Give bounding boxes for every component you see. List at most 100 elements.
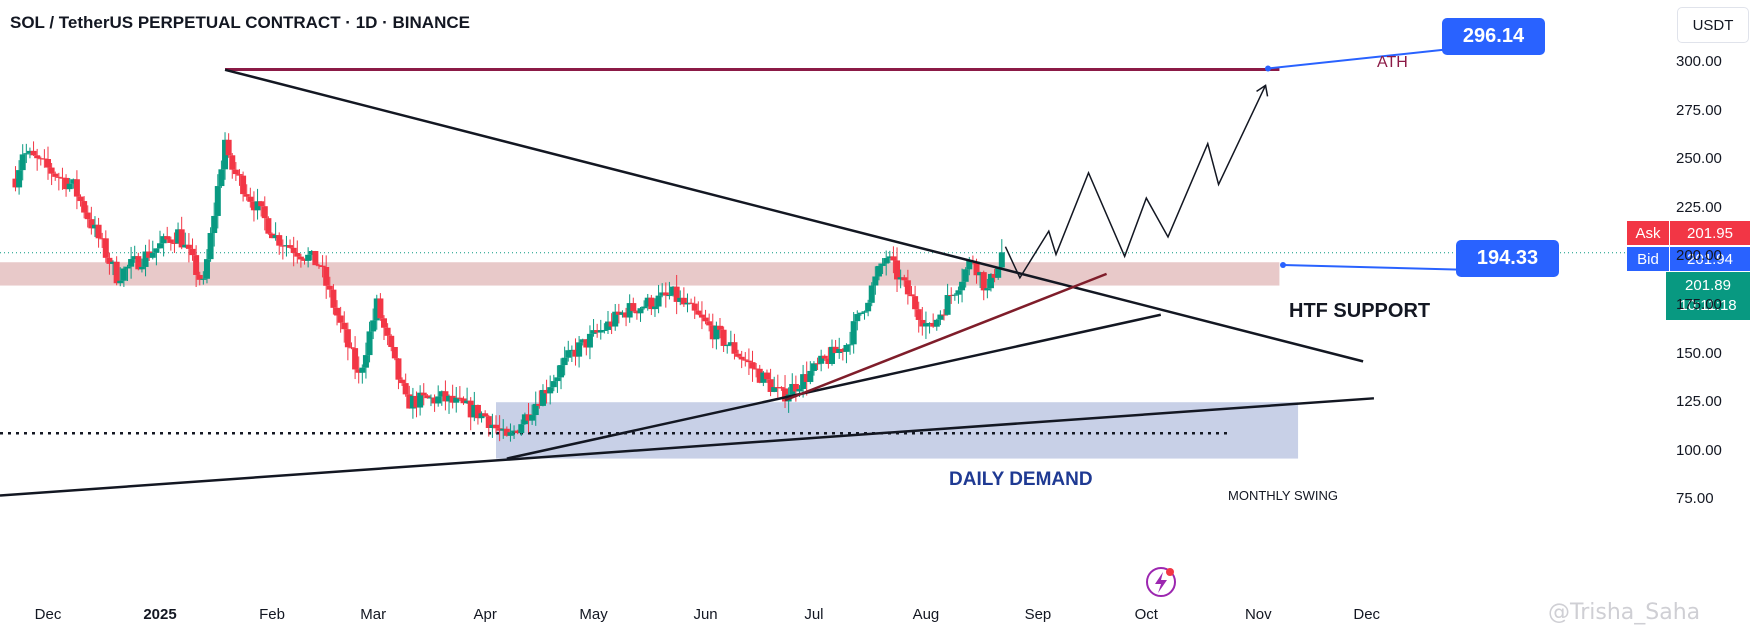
- candle: [760, 371, 767, 387]
- candle-body: [171, 242, 178, 244]
- candle: [460, 396, 467, 405]
- ath-price-callout: 296.14: [1442, 18, 1545, 55]
- candle-body: [337, 315, 344, 323]
- daily-demand-label: DAILY DEMAND: [949, 469, 1093, 490]
- candle-body: [977, 272, 984, 276]
- candle: [120, 266, 127, 287]
- candle: [45, 146, 51, 180]
- candle: [922, 311, 929, 339]
- candle-body: [901, 277, 908, 281]
- candle: [482, 410, 489, 417]
- candle: [348, 342, 355, 350]
- candle-body: [66, 183, 73, 190]
- candle: [189, 238, 196, 261]
- candle: [88, 206, 95, 235]
- candle: [485, 414, 492, 437]
- candle: [677, 290, 684, 306]
- monthly-swing-label: MONTHLY SWING: [1228, 488, 1339, 503]
- candle-body: [713, 325, 720, 340]
- candle: [933, 318, 940, 331]
- candle-body: [984, 288, 991, 291]
- candle: [283, 235, 290, 257]
- lightning-bolt-icon[interactable]: [1144, 565, 1178, 599]
- candle: [662, 282, 669, 308]
- candle: [539, 384, 546, 407]
- candle: [702, 309, 709, 325]
- candle-body: [301, 259, 308, 261]
- candle-body: [95, 224, 102, 239]
- candle-body: [792, 383, 799, 392]
- candle-body: [565, 350, 572, 358]
- candle: [532, 391, 539, 426]
- candle: [959, 268, 966, 303]
- bid-quote[interactable]: Bid 201.94: [1627, 247, 1750, 271]
- candle: [521, 412, 528, 425]
- candle: [496, 415, 503, 442]
- candle: [583, 338, 590, 356]
- candle-body: [550, 381, 557, 388]
- candle-body: [128, 259, 135, 267]
- candle: [597, 319, 604, 340]
- candle-body: [691, 303, 698, 311]
- htf-callout-dot: [1280, 262, 1286, 268]
- price-tick-label: 275.00: [1676, 101, 1722, 119]
- candle: [886, 250, 893, 263]
- candle: [55, 172, 62, 191]
- candle: [232, 162, 239, 181]
- candle: [937, 310, 944, 326]
- candle: [987, 273, 994, 292]
- candle: [135, 252, 142, 271]
- candle: [276, 232, 283, 255]
- candle-body: [980, 272, 987, 291]
- candle: [991, 268, 998, 283]
- candle-body: [474, 404, 481, 419]
- candle-body: [240, 175, 247, 195]
- candle: [847, 331, 854, 355]
- candle: [95, 217, 102, 248]
- candle-body: [586, 333, 593, 348]
- candle: [919, 307, 926, 336]
- candle: [619, 310, 626, 318]
- candle-body: [406, 394, 413, 409]
- candle: [778, 386, 785, 391]
- projection-path: [1004, 85, 1267, 280]
- candle: [431, 394, 438, 412]
- ask-quote[interactable]: Ask 201.95: [1627, 221, 1750, 245]
- candle-body: [951, 294, 958, 296]
- candle: [565, 340, 572, 362]
- candle-body: [261, 206, 268, 219]
- candle-body: [482, 413, 489, 417]
- candle: [691, 296, 698, 319]
- candle-body: [446, 395, 453, 402]
- candle-body: [883, 258, 890, 264]
- candle: [312, 250, 319, 266]
- candle-body: [991, 273, 998, 278]
- candle-body: [829, 346, 835, 364]
- candle-body: [912, 296, 919, 310]
- candle-body: [229, 155, 236, 170]
- candle: [745, 348, 752, 376]
- candle-body: [326, 285, 333, 290]
- candle-body: [637, 308, 644, 314]
- candle-body: [77, 196, 84, 202]
- candle-body: [875, 265, 882, 277]
- candle: [370, 308, 377, 340]
- candle-body: [102, 238, 109, 258]
- candle-body: [265, 218, 272, 234]
- candle-body: [955, 290, 962, 295]
- candle-body: [113, 261, 120, 284]
- candle: [706, 313, 713, 332]
- candle-body: [26, 150, 33, 154]
- candle-body: [641, 306, 648, 309]
- candle: [561, 346, 568, 376]
- candle: [623, 307, 630, 327]
- candle: [66, 178, 73, 192]
- candle: [315, 263, 322, 269]
- candle-body: [279, 245, 286, 247]
- candle: [857, 312, 864, 316]
- candle: [142, 244, 149, 277]
- candle: [149, 240, 156, 260]
- candle: [998, 239, 1005, 270]
- currency-button[interactable]: USDT: [1677, 7, 1749, 43]
